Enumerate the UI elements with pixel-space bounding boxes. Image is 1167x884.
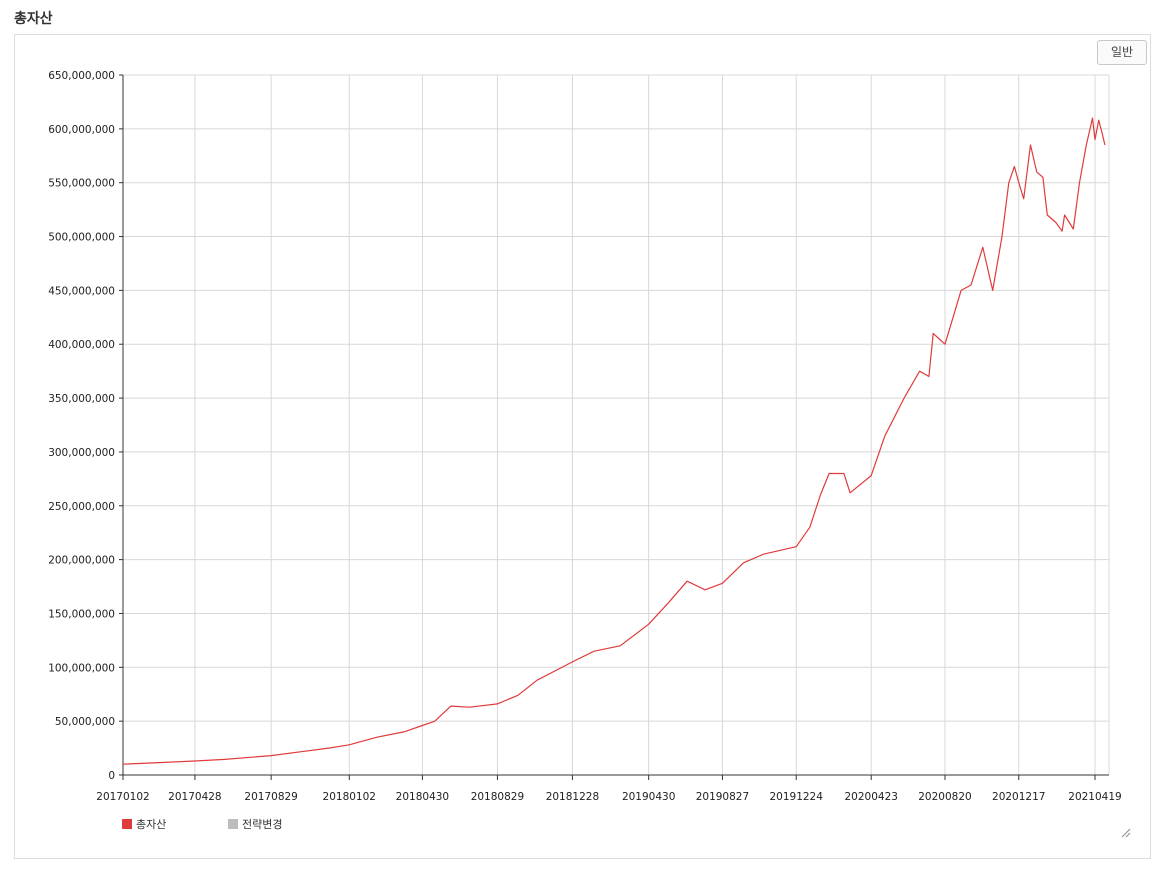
y-tick-label: 350,000,000 bbox=[48, 393, 115, 405]
y-tick-label: 150,000,000 bbox=[48, 608, 115, 620]
x-tick-label: 20200820 bbox=[918, 791, 971, 803]
legend-label: 총자산 bbox=[136, 818, 167, 831]
y-tick-label: 100,000,000 bbox=[48, 662, 115, 674]
y-tick-label: 500,000,000 bbox=[48, 232, 115, 244]
x-tick-label: 20180430 bbox=[396, 791, 449, 803]
axes: 0 50,000,000 100,000,000 150,000,000 200,000… bbox=[48, 70, 1122, 803]
y-tick-label: 550,000,000 bbox=[48, 178, 115, 190]
x-tick-label: 20170829 bbox=[244, 791, 297, 803]
y-tick-label: 0 bbox=[108, 770, 115, 782]
x-tick-label: 20180102 bbox=[323, 791, 376, 803]
y-tick-label: 250,000,000 bbox=[48, 501, 115, 513]
x-tick-label: 20170428 bbox=[168, 791, 221, 803]
x-tick-label: 20190430 bbox=[622, 791, 675, 803]
y-tick-label: 650,000,000 bbox=[48, 70, 115, 82]
x-tick-label: 20201217 bbox=[992, 791, 1045, 803]
legend-swatch bbox=[122, 819, 132, 829]
mode-toggle-button[interactable]: 일반 bbox=[1097, 40, 1147, 65]
legend-label: 전략변경 bbox=[242, 818, 283, 831]
legend-item-strategy-change[interactable]: 전략변경 bbox=[228, 816, 282, 832]
resize-handle-icon[interactable] bbox=[1121, 828, 1131, 838]
y-tick-label: 400,000,000 bbox=[48, 339, 115, 351]
x-tick-label: 20200423 bbox=[844, 791, 897, 803]
x-tick-label: 20210419 bbox=[1068, 791, 1121, 803]
legend-item-total-assets[interactable]: 총자산 bbox=[122, 816, 166, 832]
x-tick-label: 20191224 bbox=[769, 791, 823, 803]
y-tick-label: 300,000,000 bbox=[48, 447, 115, 459]
legend-swatch bbox=[228, 819, 238, 829]
y-tick-label: 600,000,000 bbox=[48, 124, 115, 136]
y-tick-label: 50,000,000 bbox=[55, 716, 115, 728]
page-title: 총자산 bbox=[14, 11, 53, 27]
series-layer bbox=[122, 117, 1106, 765]
x-tick-label: 20190827 bbox=[696, 791, 749, 803]
grid bbox=[122, 74, 1110, 776]
series-line-total-assets bbox=[122, 117, 1106, 765]
y-tick-label: 200,000,000 bbox=[48, 555, 115, 567]
x-tick-label: 20181228 bbox=[546, 791, 599, 803]
y-tick-label: 450,000,000 bbox=[48, 285, 115, 297]
x-tick-label: 20170102 bbox=[96, 791, 149, 803]
x-tick-label: 20180829 bbox=[471, 791, 524, 803]
